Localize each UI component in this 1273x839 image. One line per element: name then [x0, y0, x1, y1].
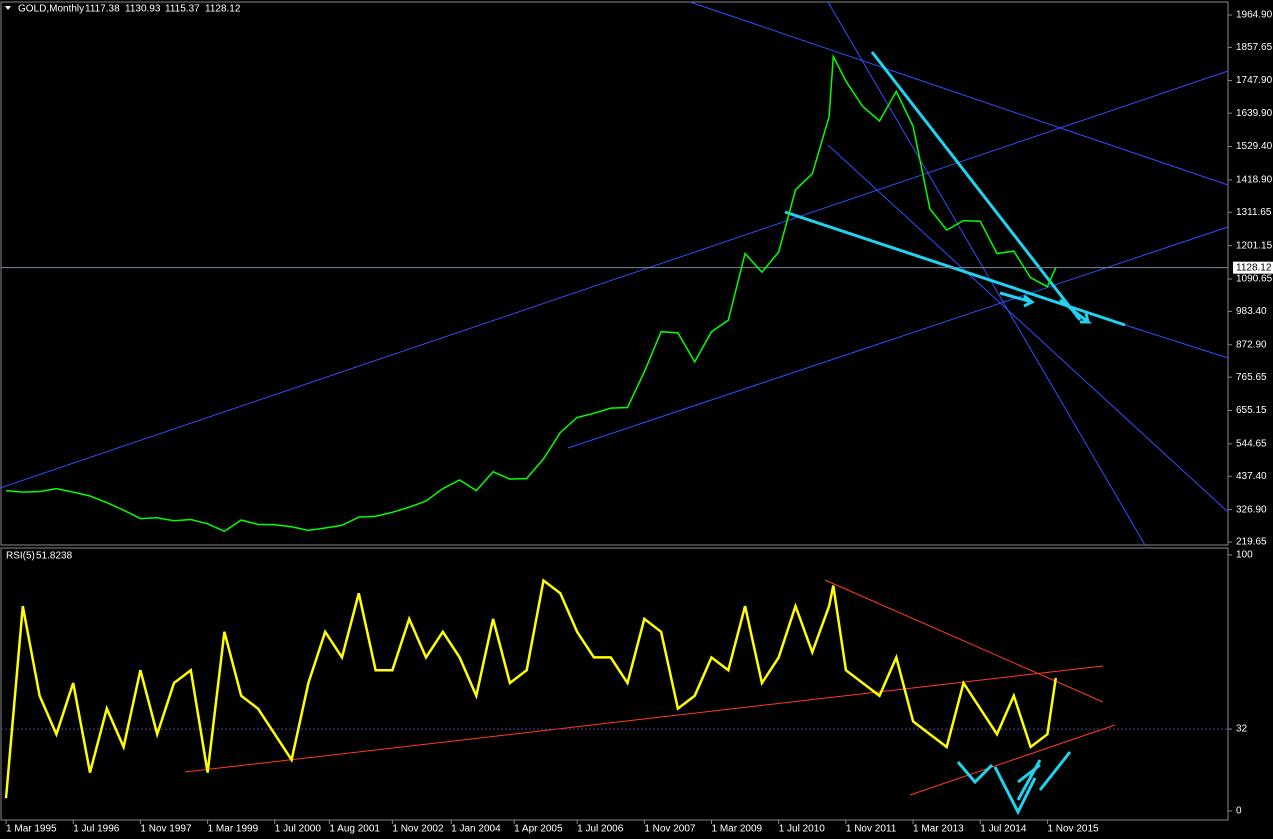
- rsi-trend-lines: [184, 579, 1116, 796]
- trend-line: [909, 724, 1116, 796]
- x-tick-label: 1 Jan 2004: [451, 824, 501, 835]
- trend-line: [184, 665, 1104, 773]
- ohlc-value: 1117.38: [85, 4, 120, 15]
- y-tick-label: 326.90: [1236, 504, 1267, 515]
- last-price-box: [1233, 261, 1273, 274]
- ohlc-value: 1128.12: [205, 4, 241, 15]
- channel-line: [0, 70, 1229, 489]
- indicator-title: RSI(5): [6, 551, 35, 562]
- x-tick-label: 1 Jul 2000: [275, 824, 322, 835]
- y-tick-label: 1090.65: [1236, 274, 1273, 285]
- y-tick-label: 1529.40: [1236, 141, 1273, 152]
- y-tick-label: 219.65: [1236, 537, 1267, 548]
- series-line: [5, 53, 1057, 533]
- y-tick-label: 32: [1236, 724, 1248, 735]
- y-tick-label: 0: [1236, 806, 1242, 817]
- y-tick-label: 655.15: [1236, 405, 1267, 416]
- x-tick-label: 1 Jul 2010: [779, 824, 826, 835]
- x-tick-label: 1 Nov 2015: [1047, 824, 1099, 835]
- x-tick-label: 1 Nov 2002: [392, 824, 444, 835]
- x-tick-label: 1 Mar 2009: [712, 824, 763, 835]
- y-tick-label: 983.40: [1236, 306, 1267, 317]
- y-tick-label: 1747.90: [1236, 75, 1273, 86]
- drawn-lines: [0, 1, 1229, 546]
- y-tick-label: 437.40: [1236, 471, 1267, 482]
- ohlc-value: 1115.37: [165, 4, 200, 15]
- ohlc-value: 1130.93: [125, 4, 161, 15]
- indicator-value: 51.8238: [36, 551, 73, 562]
- x-tick-label: 1 Jul 1996: [73, 824, 120, 835]
- trend-line: [870, 51, 1082, 321]
- y-tick-label: 100: [1236, 550, 1253, 561]
- x-tick-label: 1 Nov 2007: [644, 824, 696, 835]
- x-tick-label: 1 Jul 2014: [980, 824, 1027, 835]
- y-tick-label: 1311.65: [1236, 207, 1272, 218]
- price-pane: [0, 1, 1229, 546]
- pitchfork-line: [827, 1, 1146, 546]
- x-tick-label: 1 Mar 2013: [913, 824, 964, 835]
- x-tick-label: 1 Apr 2005: [514, 824, 563, 835]
- y-tick-label: 1201.15: [1236, 240, 1273, 251]
- x-tick-label: 1 Mar 1995: [6, 824, 57, 835]
- arrow: [1059, 298, 1093, 324]
- x-tick-label: 1 Jul 2006: [577, 824, 624, 835]
- arrow: [1038, 751, 1072, 791]
- y-tick-label: 1857.65: [1236, 42, 1273, 53]
- y-tick-label: 872.90: [1236, 339, 1267, 350]
- y-tick-label: 1639.90: [1236, 108, 1273, 119]
- trend-line: [824, 579, 1104, 703]
- y-tick-label: 765.65: [1236, 372, 1267, 383]
- pitchfork-line: [827, 144, 1229, 513]
- arrow: [956, 761, 994, 785]
- last-price-label: 1128.12: [1236, 262, 1272, 273]
- rsi-arrows: [956, 751, 1072, 816]
- rsi-pane: [0, 547, 1229, 821]
- x-tick-label: 1 Nov 1997: [140, 824, 192, 835]
- arrow: [1017, 763, 1041, 784]
- channel-line: [1124, 324, 1229, 359]
- trend-lines: [784, 51, 1126, 327]
- series-line: [4, 578, 1058, 799]
- y-tick-label: 1418.90: [1236, 175, 1273, 186]
- menu-icon: [5, 6, 11, 10]
- arrow: [999, 291, 1035, 308]
- x-tick-label: 1 Aug 2001: [329, 824, 380, 835]
- channel-line: [689, 1, 1229, 186]
- x-tick-label: 1 Nov 2011: [846, 824, 897, 835]
- y-tick-label: 1964.90: [1236, 10, 1273, 21]
- channel-line: [567, 226, 1229, 449]
- arrow: [993, 766, 1037, 816]
- chart-title: GOLD,Monthly: [18, 4, 84, 15]
- x-tick-label: 1 Mar 1999: [208, 824, 259, 835]
- y-tick-label: 544.65: [1236, 439, 1267, 450]
